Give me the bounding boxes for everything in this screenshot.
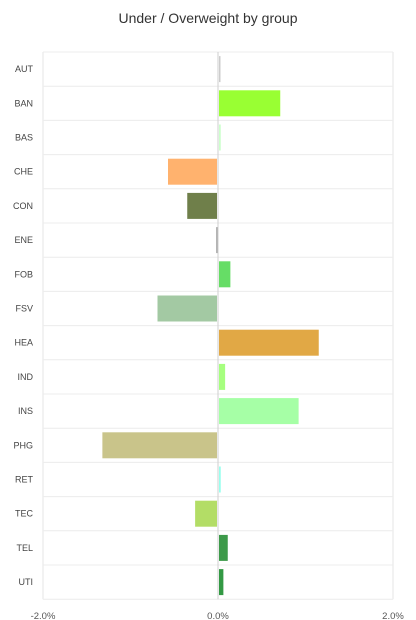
bar-con — [187, 192, 217, 219]
x-tick-label: 2.0% — [382, 611, 404, 620]
bar-ban — [219, 90, 281, 117]
bar-phg — [102, 432, 217, 459]
grid-layer — [42, 51, 394, 600]
category-label-aut: AUT — [15, 64, 34, 74]
bar-aut — [219, 56, 221, 83]
category-label-ind: IND — [18, 372, 34, 382]
category-label-fsv: FSV — [15, 304, 33, 314]
category-label-ret: RET — [15, 475, 34, 485]
tick-layer: -2.0% 0.0% 2.0% — [31, 611, 405, 620]
category-label-tel: TEL — [16, 543, 33, 553]
bar-uti — [219, 569, 224, 596]
bar-ind — [219, 363, 226, 390]
category-label-ene: ENE — [14, 235, 33, 245]
bar-ene — [216, 227, 218, 254]
bar-tel — [219, 534, 228, 561]
label-layer: AUT BAN BAS CHE CON ENE FOB FSV HEA IND INS PHG RET T… — [13, 64, 34, 587]
category-label-fob: FOB — [14, 269, 33, 279]
x-tick-label: -2.0% — [31, 611, 56, 620]
bar-che — [168, 158, 217, 185]
category-label-che: CHE — [14, 167, 33, 177]
category-label-con: CON — [13, 201, 33, 211]
bar-fsv — [157, 295, 217, 322]
bar-bas — [219, 124, 221, 151]
category-label-tec: TEC — [15, 509, 34, 519]
category-label-hea: HEA — [14, 338, 33, 348]
bar-tec — [195, 500, 217, 527]
bar-fob — [219, 261, 231, 288]
bar-layer — [102, 56, 319, 596]
category-label-ban: BAN — [14, 98, 33, 108]
category-label-ins: INS — [18, 406, 33, 416]
bar-hea — [219, 329, 319, 356]
chart-title: Under / Overweight by group — [118, 10, 298, 26]
bar-ins — [219, 398, 299, 425]
x-tick-label: 0.0% — [207, 611, 229, 620]
category-label-bas: BAS — [15, 133, 33, 143]
bar-ret — [219, 466, 221, 493]
category-label-uti: UTI — [19, 577, 34, 587]
category-label-phg: PHG — [13, 440, 33, 450]
